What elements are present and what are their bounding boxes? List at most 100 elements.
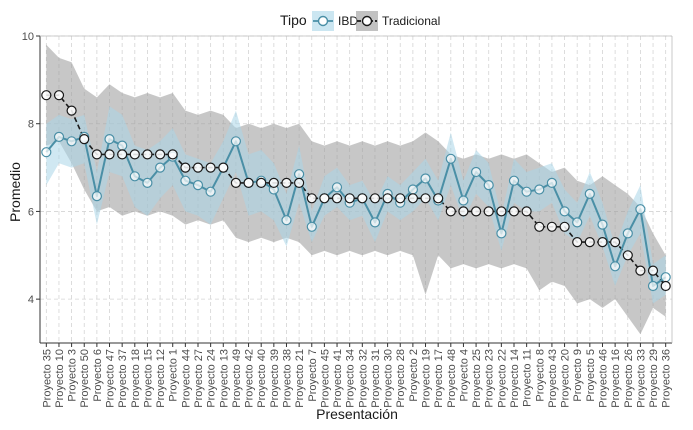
x-tick-label: Proyecto 45 xyxy=(319,349,331,408)
data-point-ibd xyxy=(66,136,77,147)
data-point-ibd xyxy=(647,280,659,292)
data-point-ibd xyxy=(117,140,128,151)
x-tick-label: Proyecto 2 xyxy=(408,349,420,402)
data-point-tradicional xyxy=(192,162,204,173)
data-point-tradicional xyxy=(344,193,355,204)
confidence-band-ibd xyxy=(46,106,666,304)
data-point-tradicional xyxy=(129,149,140,160)
data-point-ibd xyxy=(534,184,545,195)
data-point-tradicional xyxy=(53,90,65,101)
y-axis-title: Promedio xyxy=(7,162,23,222)
data-point-ibd xyxy=(91,191,103,202)
data-point-tradicional xyxy=(294,177,305,188)
x-tick-label: Proyecto 32 xyxy=(357,349,369,408)
y-tick-label: 10 xyxy=(22,31,34,43)
data-point-tradicional xyxy=(155,149,166,160)
x-tick-label: Proyecto 4 xyxy=(458,349,470,402)
x-tick-label: Proyecto 28 xyxy=(395,349,407,408)
legend-key-ibd-marker xyxy=(317,15,329,27)
data-point-ibd xyxy=(331,182,343,193)
x-tick-label: Proyecto 18 xyxy=(130,349,142,408)
x-tick-label: Proyecto 8 xyxy=(534,349,546,402)
x-tick-label: Proyecto 16 xyxy=(610,349,622,408)
data-point-ibd xyxy=(483,180,494,191)
data-point-tradicional xyxy=(331,193,343,204)
data-point-tradicional xyxy=(647,265,659,276)
x-tick-label: Proyecto 9 xyxy=(572,349,584,402)
data-point-tradicional xyxy=(483,206,494,217)
data-point-ibd xyxy=(458,195,469,206)
x-tick-label: Proyecto 20 xyxy=(560,349,572,408)
x-tick-label: Proyecto 22 xyxy=(496,349,508,408)
x-axis-title: Presentación xyxy=(316,406,398,422)
data-point-ibd xyxy=(496,228,507,239)
data-point-ibd xyxy=(508,175,520,186)
data-point-ibd xyxy=(205,186,216,197)
data-point-ibd xyxy=(192,180,204,191)
x-tick-label: Proyecto 50 xyxy=(79,349,91,408)
data-point-tradicional xyxy=(508,206,520,217)
data-point-tradicional xyxy=(167,149,178,160)
data-point-ibd xyxy=(445,153,456,164)
x-tick-label: Proyecto 1 xyxy=(168,349,180,402)
x-tick-label: Proyecto 12 xyxy=(155,349,167,408)
data-point-tradicional xyxy=(91,149,103,160)
data-point-ibd xyxy=(53,131,65,142)
x-tick-label: Proyecto 23 xyxy=(484,349,496,408)
data-point-ibd xyxy=(180,175,191,186)
data-point-tradicional xyxy=(142,149,153,160)
x-tick-label: Proyecto 39 xyxy=(269,349,281,408)
x-tick-label: Proyecto 21 xyxy=(294,349,306,408)
y-tick-label: 8 xyxy=(28,119,34,131)
data-point-tradicional xyxy=(205,162,216,173)
x-tick-label: Proyecto 49 xyxy=(231,349,243,408)
x-tick-label: Proyecto 27 xyxy=(193,349,205,408)
data-point-ibd xyxy=(129,171,140,182)
legend-label-tradicional: Tradicional xyxy=(382,14,440,28)
data-point-ibd xyxy=(471,166,482,178)
data-point-tradicional xyxy=(281,177,292,188)
data-point-ibd xyxy=(622,228,633,239)
data-point-tradicional xyxy=(546,221,558,232)
data-point-ibd xyxy=(584,188,595,199)
data-point-tradicional xyxy=(471,206,482,217)
data-point-tradicional xyxy=(445,206,456,217)
data-point-ibd xyxy=(546,177,558,188)
data-point-ibd xyxy=(142,177,153,188)
x-tick-label: Proyecto 24 xyxy=(206,349,218,408)
data-point-ibd xyxy=(294,169,305,180)
x-tick-label: Proyecto 38 xyxy=(282,349,294,408)
data-point-ibd xyxy=(609,261,621,272)
data-point-tradicional xyxy=(256,177,267,188)
y-tick-label: 6 xyxy=(28,206,34,218)
x-tick-label: Proyecto 40 xyxy=(256,349,268,408)
data-point-tradicional xyxy=(369,193,381,204)
data-point-tradicional xyxy=(104,149,115,160)
legend: Tipo IBD Tradicional xyxy=(280,11,440,31)
x-tick-label: Proyecto 10 xyxy=(54,349,66,408)
data-point-ibd xyxy=(306,221,317,232)
data-point-ibd xyxy=(660,272,671,283)
x-tick-label: Proyecto 35 xyxy=(41,349,53,408)
data-point-tradicional xyxy=(521,206,532,217)
data-point-ibd xyxy=(521,186,532,197)
legend-key-ibd xyxy=(312,11,334,31)
data-point-tradicional xyxy=(597,237,608,248)
legend-title: Tipo xyxy=(280,12,307,28)
data-point-tradicional xyxy=(395,193,406,204)
data-point-tradicional xyxy=(584,237,595,248)
x-tick-label: Proyecto 3 xyxy=(67,349,79,402)
legend-key-tradicional-marker xyxy=(361,15,373,27)
data-point-ibd xyxy=(230,136,241,147)
x-tick-label: Proyecto 47 xyxy=(105,349,117,408)
x-tick-label: Proyecto 29 xyxy=(648,349,660,408)
data-point-tradicional xyxy=(41,90,52,101)
x-tick-label: Proyecto 43 xyxy=(547,349,559,408)
x-tick-label: Proyecto 11 xyxy=(522,349,534,407)
x-tick-label: Proyecto 5 xyxy=(585,349,597,402)
x-tick-label: Proyecto 15 xyxy=(142,349,154,408)
data-point-tradicional xyxy=(218,162,229,173)
x-tick-label: Proyecto 44 xyxy=(180,349,192,408)
